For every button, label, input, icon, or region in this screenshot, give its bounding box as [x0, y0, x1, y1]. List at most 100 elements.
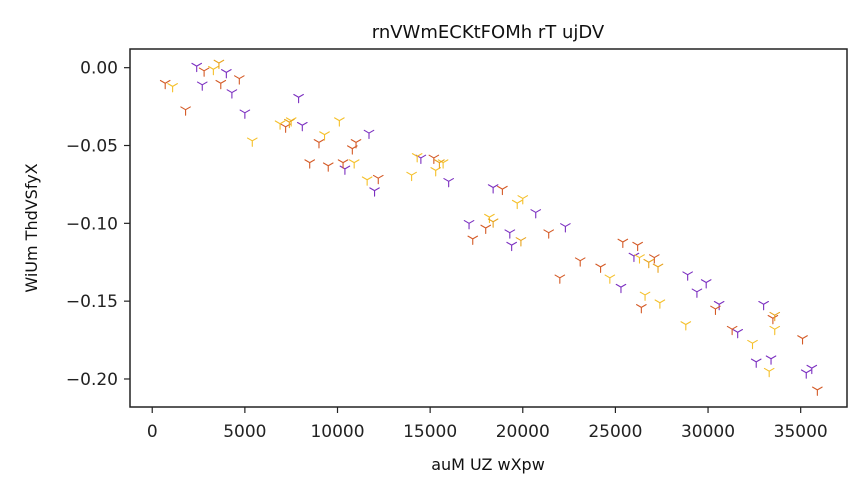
scatter-point [167, 83, 178, 93]
scatter-point [634, 254, 645, 264]
scatter-point [208, 65, 219, 76]
scatter-point [350, 139, 362, 149]
scatter-point [554, 274, 566, 284]
x-axis: 0 5000 10000 15000 20000 25000 30000 35000 [147, 407, 828, 442]
scatter-point [747, 339, 758, 350]
scatter-point [636, 304, 647, 314]
scatter-point [643, 258, 655, 269]
scatter-point [221, 69, 232, 79]
scatter-point [517, 195, 529, 205]
scatter-point [639, 291, 651, 301]
scatter-point [337, 159, 349, 169]
scatter-point [293, 93, 304, 104]
scatter-point [504, 229, 516, 239]
scatter-point [191, 62, 203, 73]
y-axis: 0.00 −0.05 −0.10 −0.15 −0.20 [66, 59, 130, 390]
x-tick-label: 35000 [774, 422, 828, 442]
y-tick-label: −0.20 [66, 370, 118, 390]
y-tick-label: −0.05 [66, 137, 118, 157]
scatter-point [334, 117, 345, 127]
scatter-point [726, 325, 738, 336]
scatter-point [480, 224, 492, 235]
x-tick-label: 30000 [681, 422, 735, 442]
scatter-point [487, 218, 499, 228]
y-tick-label: −0.15 [66, 292, 118, 312]
scatter-point [595, 263, 606, 273]
scatter-point [506, 241, 517, 252]
scatter-point [700, 279, 712, 289]
scatter-point [710, 305, 721, 315]
scatter-point [497, 185, 508, 196]
y-axis-title: WiUm ThdVSfyX [22, 163, 41, 292]
scatter-point [617, 238, 629, 249]
scatter-point [226, 89, 238, 99]
scatter-point [628, 252, 640, 263]
scatter-point [806, 364, 818, 375]
scatter-point [604, 274, 616, 284]
scatter-point [652, 263, 664, 273]
scatter-point [750, 358, 762, 368]
scatter-point [467, 235, 479, 245]
scatter-point [304, 159, 316, 169]
scatter-point [800, 369, 812, 379]
scatter-point [372, 174, 384, 185]
scatter-point [543, 229, 555, 239]
scatter-point [319, 131, 330, 141]
scatter-point [769, 311, 781, 322]
scatter-point [654, 299, 666, 309]
scatter-point [361, 176, 373, 186]
scatter-point [369, 187, 380, 197]
scatter-point [246, 137, 258, 147]
y-tick-label: −0.10 [66, 214, 118, 234]
scatter-point [198, 67, 210, 77]
scatter-point [812, 386, 823, 396]
scatter-point [632, 241, 643, 252]
scatter-point [682, 271, 693, 281]
scatter-point [649, 254, 660, 264]
scatter-point [574, 257, 586, 267]
scatter-point [180, 106, 191, 116]
scatter-point [763, 367, 775, 378]
scatter-point [487, 184, 499, 194]
scatter-point [296, 121, 308, 132]
scatter-point [348, 159, 360, 169]
chart-title: rnVWmECKtFOMh rT ujDV [372, 22, 605, 43]
scatter-point [233, 75, 245, 85]
scatter-point [530, 209, 542, 219]
scatter-point [239, 109, 251, 119]
scatter-point [274, 120, 286, 130]
scatter-point [313, 139, 325, 149]
x-tick-label: 25000 [588, 422, 642, 442]
scatter-point [680, 321, 692, 331]
x-tick-label: 10000 [310, 422, 364, 442]
scatter-point [406, 171, 417, 182]
x-tick-label: 15000 [403, 422, 457, 442]
scatter-point [159, 79, 171, 90]
scatter-point [691, 288, 703, 298]
scatter-point [428, 154, 440, 165]
x-tick-label: 0 [147, 422, 158, 442]
x-axis-title: auM UZ wXpw [431, 455, 545, 474]
data-points [159, 59, 823, 396]
scatter-point [511, 199, 523, 210]
scatter-point [769, 325, 781, 336]
scatter-point [560, 223, 571, 233]
scatter-point [732, 328, 744, 339]
scatter-point [215, 79, 227, 90]
x-tick-label: 20000 [496, 422, 550, 442]
plot-area-frame [129, 48, 848, 408]
scatter-point [213, 59, 225, 70]
scatter-point [758, 300, 769, 311]
scatter-point [797, 335, 808, 345]
scatter-point [363, 129, 375, 140]
scatter-point [443, 178, 454, 188]
scatter-point [765, 355, 777, 365]
scatter-point [515, 237, 527, 247]
x-tick-label: 5000 [223, 422, 266, 442]
scatter-point [463, 220, 475, 230]
scatter-point [322, 162, 334, 172]
scatter-point [615, 283, 627, 294]
scatter-point [434, 159, 445, 169]
